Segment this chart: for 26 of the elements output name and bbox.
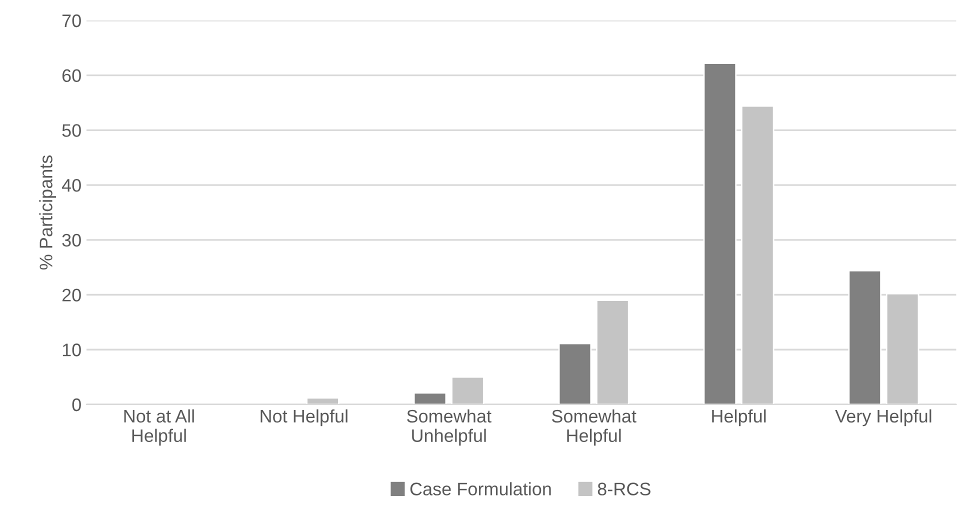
y-tick-label: 0: [72, 398, 81, 412]
bar: [558, 342, 592, 404]
y-tick-label: 70: [62, 14, 81, 28]
y-tick-label: 60: [62, 69, 81, 82]
y-tick-label: 50: [62, 124, 81, 137]
x-tick-label: Not at All Helpful: [124, 409, 194, 446]
bar: [413, 392, 447, 404]
legend-label: 8-RCS: [598, 482, 650, 496]
y-tick-label: 30: [62, 234, 81, 247]
x-tick-label: Helpful: [712, 409, 766, 426]
y-tick-label: 20: [62, 288, 81, 302]
x-tick-label: Somewhat Unhelpful: [407, 409, 492, 446]
bar: [596, 300, 630, 404]
bar: [306, 397, 340, 404]
bar: [848, 270, 882, 404]
x-tick-label: Very Helpful: [835, 409, 932, 426]
y-tick-label: 10: [62, 344, 81, 356]
bar: [451, 376, 484, 404]
legend-label: Case Formulation: [410, 482, 551, 496]
bar: [740, 105, 774, 404]
bar: [886, 292, 920, 404]
bar: [703, 62, 737, 404]
x-tick-label: Not Helpful: [260, 409, 348, 426]
y-tick-label: 40: [62, 178, 81, 192]
y-axis-title: % Participants: [39, 155, 56, 270]
x-tick-label: Somewhat Helpful: [552, 409, 636, 446]
